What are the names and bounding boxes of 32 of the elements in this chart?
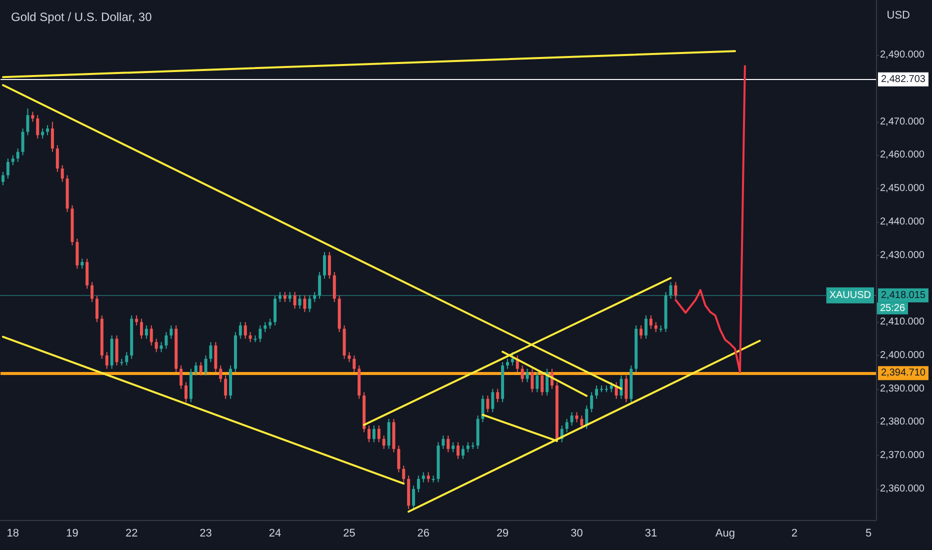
y-tick-label: 2,390.000 (880, 383, 925, 394)
ref-line-label: 2,482.703 (881, 74, 926, 85)
x-tick-label: 30 (570, 528, 583, 540)
y-tick-label: 2,450.000 (880, 183, 925, 194)
y-tick-label: 2,430.000 (880, 250, 925, 261)
y-tick-label: 2,360.000 (880, 483, 925, 494)
y-tick-label: 2,490.000 (880, 50, 925, 61)
x-tick-label: 22 (125, 528, 138, 540)
y-tick-label: 2,410.000 (880, 316, 925, 328)
y-tick-label: 2,470.000 (880, 116, 925, 128)
x-tick-label: 31 (644, 528, 658, 540)
x-tick-label: 29 (496, 528, 509, 540)
ref-line-label: 2,394.710 (881, 368, 926, 379)
annotation: XAUUSD (829, 290, 872, 301)
y-tick-label: 2,400.000 (880, 350, 925, 361)
y-tick-label: 2,370.000 (880, 450, 925, 462)
text: 25:26 (880, 302, 906, 314)
x-tick-label: 19 (66, 528, 78, 540)
x-tick-label: 5 (866, 528, 872, 540)
y-tick-label: 2,460.000 (880, 150, 925, 161)
y-tick-label: 2,440.000 (880, 216, 925, 228)
x-tick-label: 24 (268, 528, 282, 540)
text: Gold Spot / U.S. Dollar, 30 (11, 10, 152, 24)
x-tick-label: Aug (715, 528, 735, 540)
x-tick-label: 26 (417, 528, 430, 540)
x-tick-label: 25 (343, 528, 356, 540)
y-tick-label: 2,380.000 (880, 416, 925, 428)
x-tick-label: 2 (791, 528, 798, 540)
ref-line-label: 2,418.015 (881, 290, 926, 301)
x-tick-label: 18 (6, 528, 20, 540)
y-axis-title: USD (886, 10, 910, 22)
x-tick-label: 23 (200, 528, 212, 540)
